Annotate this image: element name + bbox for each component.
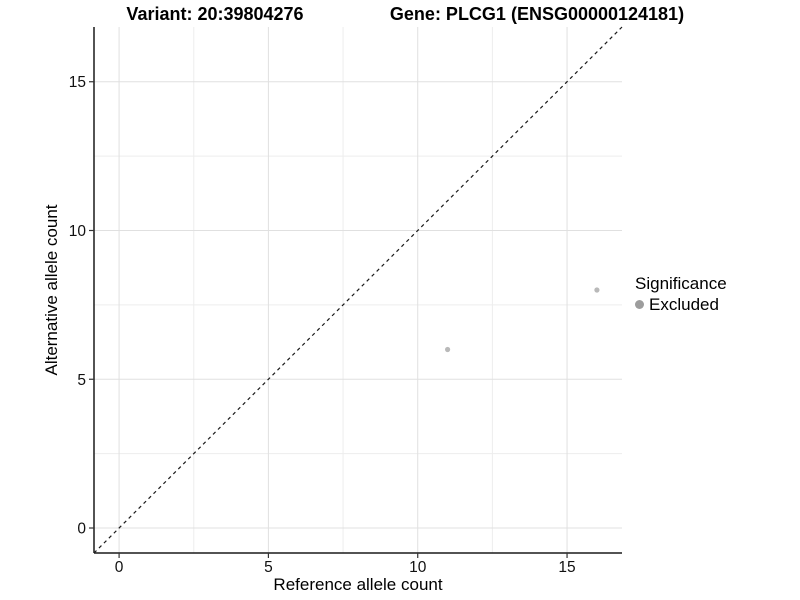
legend-title: Significance — [635, 274, 727, 293]
data-point — [444, 346, 451, 353]
x-tick-label: 5 — [264, 559, 273, 576]
identity-line — [93, 26, 623, 554]
legend: Significance Excluded — [635, 274, 727, 314]
excluded-point-icon — [635, 300, 644, 309]
data-point — [594, 287, 600, 293]
y-tick-label: 15 — [69, 74, 86, 91]
x-tick-label: 15 — [558, 559, 575, 576]
x-tick-label: 0 — [115, 559, 124, 576]
y-axis-title: Alternative allele count — [42, 204, 61, 376]
plot-title-variant: Variant: 20:39804276 — [126, 4, 304, 24]
y-tick-label: 10 — [69, 223, 87, 240]
y-tick-label: 0 — [77, 521, 86, 538]
y-tick-label: 5 — [77, 372, 86, 389]
x-axis-title: Reference allele count — [273, 575, 443, 594]
legend-item-label: Excluded — [649, 295, 719, 314]
legend-item-excluded: Excluded — [635, 295, 727, 314]
x-tick-label: 10 — [409, 559, 427, 576]
plot-title-gene: Gene: PLCG1 (ENSG00000124181) — [389, 4, 685, 24]
